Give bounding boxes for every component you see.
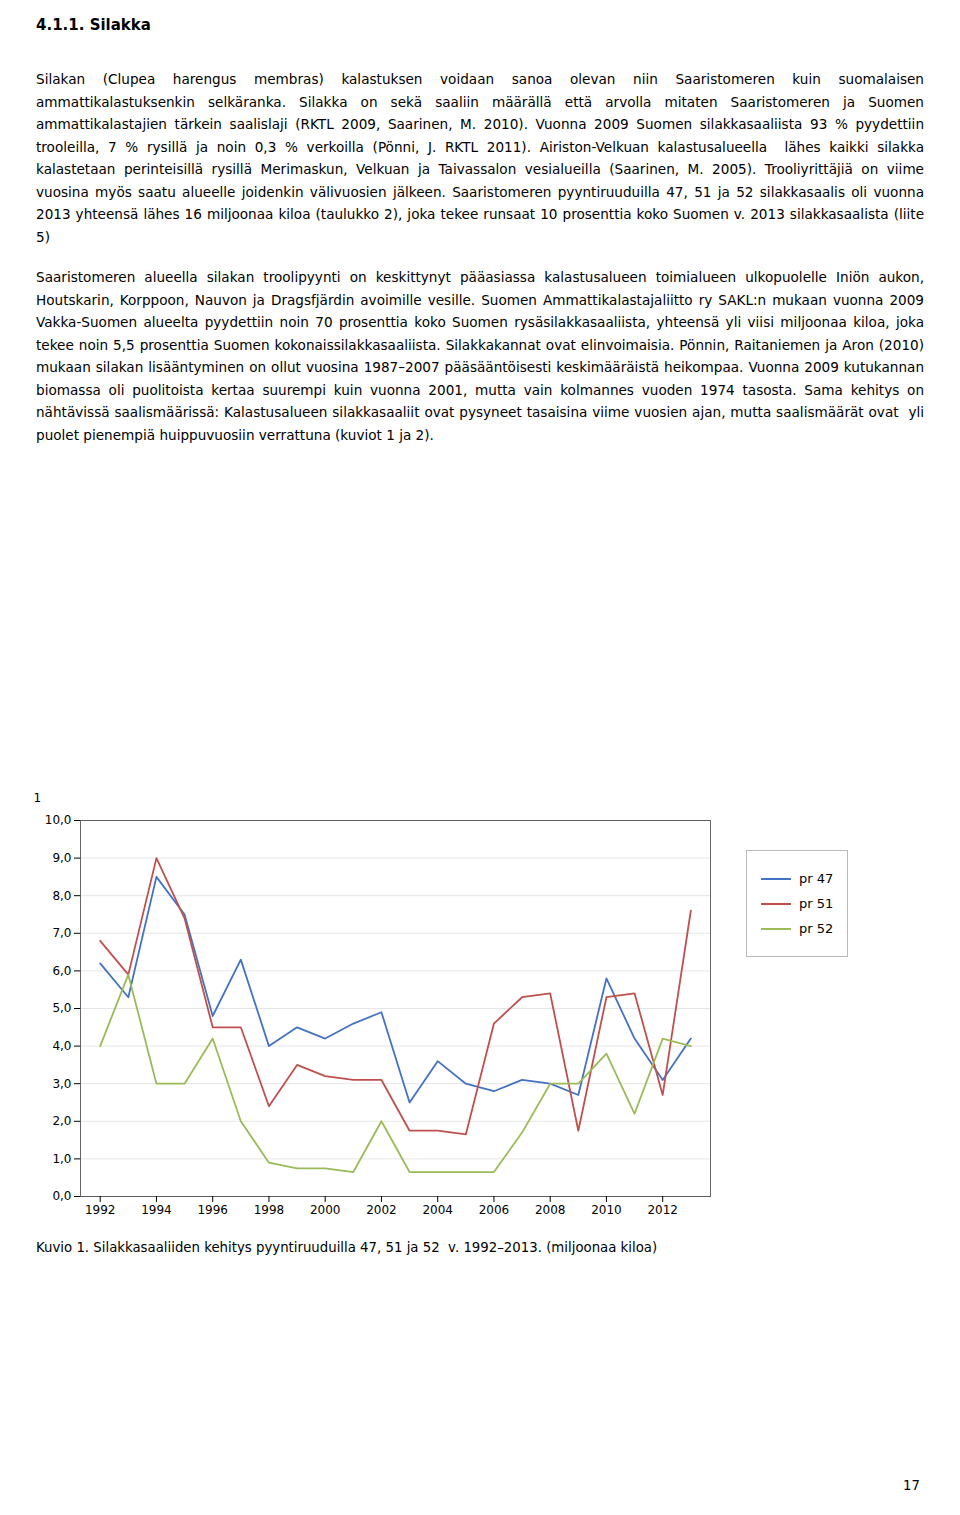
svg-text:2000: 2000 (310, 1203, 341, 1217)
html-text:pr 51: pr 51 (799, 896, 834, 911)
svg-text:9,0: 9,0 (52, 851, 71, 865)
html-text:Kuvio 1. Silakkasaaliiden kehi: Kuvio 1. Silakkasaaliiden kehitys pyynti… (36, 1240, 658, 1255)
svg-text:4,0: 4,0 (52, 1039, 71, 1053)
svg-text:1996: 1996 (197, 1203, 228, 1217)
html-text:4.1.1. Silakka: 4.1.1. Silakka (36, 16, 151, 34)
svg-text:2010: 2010 (591, 1203, 622, 1217)
svg-text:1,0: 1,0 (52, 1152, 71, 1166)
svg-text:8,0: 8,0 (52, 889, 71, 903)
svg-text:0,0: 0,0 (52, 1189, 71, 1203)
svg-text:1998: 1998 (254, 1203, 285, 1217)
html-text:Silakan (Clupea harengus membr: Silakan (Clupea harengus membras) kalast… (36, 71, 929, 245)
svg-text:7,0: 7,0 (52, 926, 71, 940)
svg-text:2004: 2004 (422, 1203, 453, 1217)
svg-text:2008: 2008 (535, 1203, 566, 1217)
html-text:17: 17 (903, 1478, 920, 1493)
svg-text:2,0: 2,0 (52, 1114, 71, 1128)
svg-text:2002: 2002 (366, 1203, 397, 1217)
svg-text:5,0: 5,0 (52, 1001, 71, 1015)
svg-text:1: 1 (34, 791, 42, 805)
svg-text:3,0: 3,0 (52, 1077, 71, 1091)
svg-text:10,0: 10,0 (45, 813, 72, 827)
svg-text:1992: 1992 (85, 1203, 116, 1217)
svg-text:2012: 2012 (647, 1203, 678, 1217)
svg-text:6,0: 6,0 (52, 964, 71, 978)
html-text:pr 47: pr 47 (799, 871, 834, 886)
svg-text:1994: 1994 (141, 1203, 172, 1217)
html-text:Saaristomeren alueella silakan: Saaristomeren alueella silakan troolipyy… (36, 269, 929, 443)
html-text:pr 52: pr 52 (799, 921, 834, 936)
svg-text:2006: 2006 (479, 1203, 510, 1217)
